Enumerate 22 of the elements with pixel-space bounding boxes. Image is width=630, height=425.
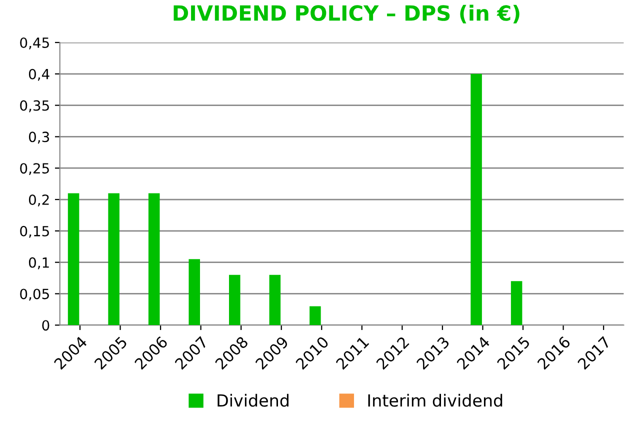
y-tick-label: 0,2 [28,194,49,206]
legend-label: Dividend [218,394,288,407]
bar [269,274,281,326]
y-tick-label: 0,35 [20,100,49,112]
bar [310,306,321,326]
y-tick-label: 0,3 [28,132,50,144]
y-tick-label: 0,4 [28,68,50,81]
legend-label: Interim dividend [368,394,502,407]
chart-title: DIVIDEND POLICY – DPS (in €) [174,4,520,24]
y-tick-label: 0,45 [20,37,49,50]
bar [470,74,482,326]
bar [510,281,522,326]
y-tick-label: 0,25 [20,163,49,175]
bar [229,274,240,326]
bar [188,259,200,326]
y-tick-label: 0 [42,320,50,331]
y-tick-label: 0,05 [20,288,49,301]
y-tick-label: 0,1 [28,257,49,270]
bar [68,193,80,326]
bar [148,193,160,326]
y-tick-label: 0,15 [20,226,49,238]
bar [108,193,120,326]
